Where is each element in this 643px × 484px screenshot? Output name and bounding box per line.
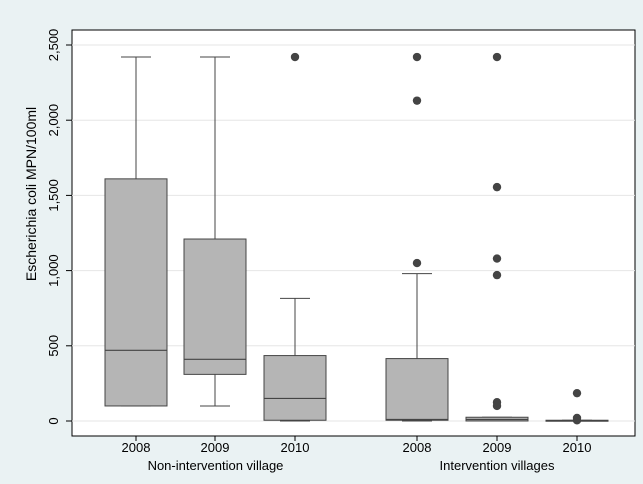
group-label: Intervention villages <box>440 458 555 473</box>
x-tick-label: 2010 <box>563 440 592 455</box>
outlier-point <box>412 96 422 105</box>
x-tick-label: 2009 <box>201 440 230 455</box>
x-tick-label: 2008 <box>122 440 151 455</box>
outlier-point <box>572 413 582 423</box>
y-tick-label: 0 <box>46 417 61 424</box>
y-tick-label: 2,000 <box>46 104 61 137</box>
iqr-box <box>385 358 449 421</box>
y-tick-label: 1,500 <box>46 179 61 212</box>
x-tick-label: 2010 <box>281 440 310 455</box>
group-label: Non-intervention village <box>148 458 284 473</box>
x-tick-label: 2008 <box>403 440 432 455</box>
x-tick-label: 2009 <box>483 440 512 455</box>
y-tick-label: 500 <box>46 335 61 357</box>
outlier-point <box>412 52 422 62</box>
axis-layer: 0 500 1,000 1,500 2,000 2,500 2008 2009 2010 Non-… <box>46 29 591 473</box>
y-tick-label: 1,000 <box>46 254 61 287</box>
iqr-box <box>183 238 247 375</box>
outlier-point <box>492 270 502 280</box>
outlier-point <box>492 398 502 407</box>
marks-layer <box>104 52 609 425</box>
outlier-point <box>572 388 582 398</box>
outlier-point <box>412 258 422 268</box>
iqr-box <box>104 178 168 407</box>
outlier-point <box>492 254 502 263</box>
outlier-point <box>492 182 502 192</box>
outlier-point <box>290 52 300 62</box>
y-tick-label: 2,500 <box>46 29 61 62</box>
y-axis-title: Escherichia coli MPN/100ml <box>23 107 39 281</box>
iqr-box <box>263 355 327 421</box>
outlier-point <box>492 52 502 62</box>
